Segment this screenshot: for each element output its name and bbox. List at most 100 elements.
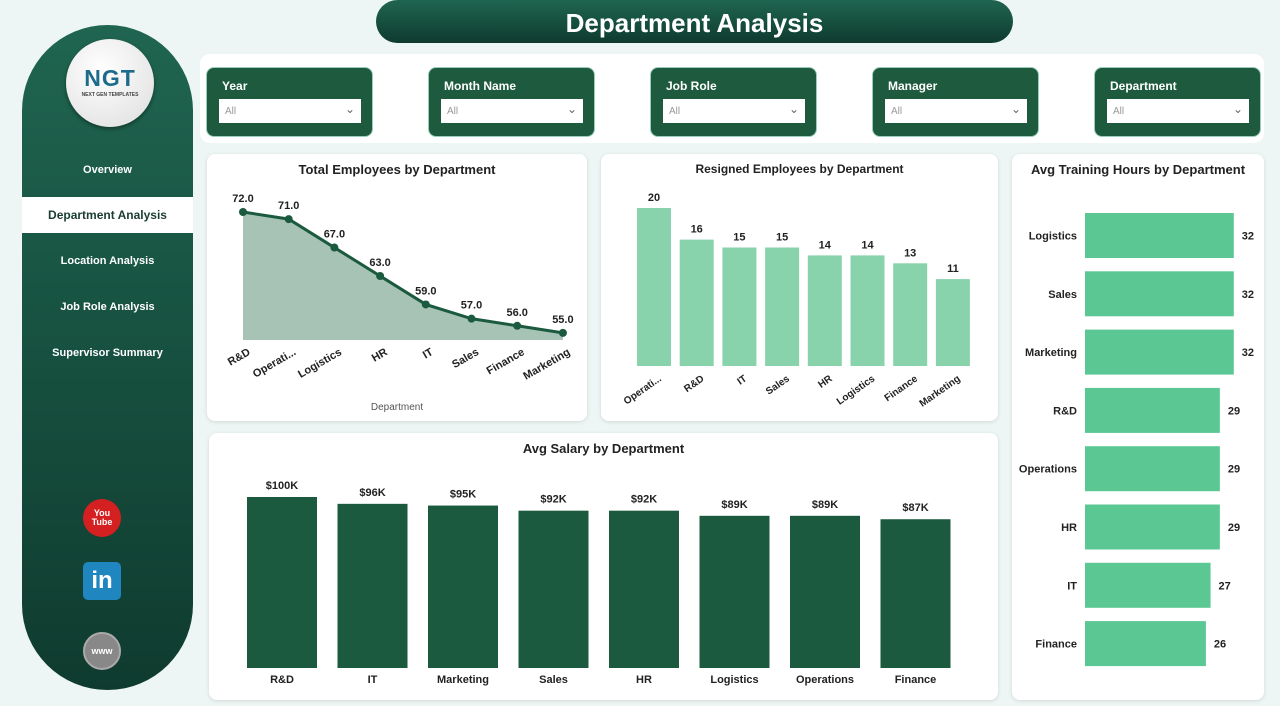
nav-supervisor-summary[interactable]: Supervisor Summary (52, 347, 163, 359)
data-label: $100K (266, 480, 298, 492)
y-tick-label: HR (1061, 522, 1077, 534)
data-label: 11 (947, 263, 959, 275)
data-label: 55.0 (552, 314, 573, 326)
y-tick-label: Finance (1035, 639, 1077, 651)
series-line (242, 210, 564, 335)
data-label: 29 (1228, 464, 1240, 476)
data-label: $95K (450, 489, 476, 501)
filter-dropdown[interactable]: All ⌄ (885, 99, 1027, 123)
x-tick-label: R&D (270, 674, 294, 686)
bar (1085, 271, 1234, 317)
x-axis-title: Department (371, 402, 423, 413)
web-globe-icon[interactable]: www (83, 632, 121, 670)
bar (428, 505, 498, 668)
chevron-down-icon: ⌄ (788, 102, 799, 116)
data-label: 59.0 (415, 285, 436, 297)
data-label: 63.0 (369, 257, 390, 269)
youtube-icon[interactable]: You Tube (83, 499, 121, 537)
filter-value: All (891, 106, 903, 117)
chart-title: Avg Training Hours by Department (1030, 162, 1246, 177)
bar (637, 208, 671, 366)
data-label: $92K (631, 494, 657, 506)
y-tick-label: Logistics (1029, 231, 1077, 243)
bar (1085, 562, 1211, 608)
x-tick-label: R&D (682, 373, 706, 394)
linkedin-icon[interactable]: in (83, 562, 121, 600)
filter-label: Department (1110, 79, 1177, 93)
filter-label: Month Name (444, 79, 516, 93)
page-title: Department Analysis (376, 0, 1013, 43)
bar (609, 510, 679, 668)
hbar-chart: Logistics 32 Sales 32 Marketing 32 R&D 29 Operat… (1019, 213, 1254, 667)
area-chart: 72.0 R&D 71.0 Operati... 67.0 Logistics 63.0 HR… (226, 193, 574, 413)
x-tick-label: Marketing (521, 346, 572, 382)
data-label: 32 (1242, 347, 1254, 359)
bar (1085, 446, 1220, 492)
filter-year: Year All ⌄ (206, 67, 373, 137)
area-fill (243, 212, 563, 340)
data-label: 56.0 (506, 307, 527, 319)
bar (893, 263, 928, 366)
data-label: 27 (1219, 580, 1231, 592)
data-label: 14 (861, 239, 874, 251)
y-tick-label: Marketing (1025, 347, 1077, 359)
x-tick-label: IT (736, 373, 750, 387)
logo-subtitle: NEXT GEN TEMPLATES (81, 92, 139, 98)
bar (790, 515, 860, 668)
data-point (239, 208, 247, 216)
filter-dropdown[interactable]: All ⌄ (441, 99, 583, 123)
x-tick-label: Logistics (296, 346, 344, 381)
data-label: 32 (1242, 289, 1254, 301)
data-label: 67.0 (324, 229, 345, 241)
data-label: 13 (904, 247, 916, 259)
filter-value: All (669, 106, 681, 117)
data-label: 71.0 (278, 200, 299, 212)
chart-title: Avg Salary by Department (522, 441, 685, 456)
y-tick-label: Operations (1019, 464, 1077, 476)
x-tick-label: Sales (539, 674, 568, 686)
x-tick-label: Logistics (835, 373, 878, 407)
x-tick-label: Operati... (251, 346, 298, 380)
x-tick-label: Logistics (710, 674, 758, 686)
data-label: 57.0 (461, 300, 482, 312)
data-label: 32 (1242, 231, 1254, 243)
filter-label: Manager (888, 79, 938, 93)
bar (1085, 621, 1206, 667)
chevron-down-icon: ⌄ (344, 102, 355, 116)
bar (935, 279, 970, 366)
card-resigned-employees: Resigned Employees by Department 20 Operat… (601, 154, 998, 421)
x-tick-label: Operations (796, 674, 854, 686)
filter-dropdown[interactable]: All ⌄ (219, 99, 361, 123)
filter-dropdown[interactable]: All ⌄ (1107, 99, 1249, 123)
bar (699, 515, 770, 668)
filter-value: All (447, 106, 459, 117)
nav-location-analysis[interactable]: Location Analysis (60, 255, 155, 267)
x-tick-label: Finance (485, 346, 527, 377)
nav-job-role-analysis[interactable]: Job Role Analysis (60, 301, 155, 313)
x-tick-label: R&D (226, 346, 253, 368)
data-label: $89K (721, 499, 747, 511)
chart-title: Resigned Employees by Department (695, 162, 904, 176)
bar (247, 497, 317, 668)
data-point (513, 321, 522, 330)
data-label: 16 (691, 224, 703, 236)
filter-dropdown[interactable]: All ⌄ (663, 99, 805, 123)
filter-department: Department All ⌄ (1094, 67, 1261, 137)
x-tick-label: Finance (895, 674, 937, 686)
filter-label: Year (222, 79, 248, 93)
bar (1085, 329, 1234, 375)
bar (880, 519, 951, 668)
bar (1085, 387, 1220, 433)
data-label: 20 (648, 192, 660, 204)
nav-department-analysis[interactable]: Department Analysis (22, 197, 193, 233)
data-label: $87K (902, 502, 928, 514)
filter-label: Job Role (666, 79, 717, 93)
bar (518, 510, 589, 668)
chart-title: Total Employees by Department (298, 162, 496, 177)
card-total-employees: Total Employees by Department 72.0 R&D 71.0… (207, 154, 587, 421)
x-tick-label: IT (421, 346, 436, 361)
bar-chart: 20 Operati... 16 R&D 15 IT 15 Sales 14 HR 14 Logist… (622, 192, 970, 410)
nav-overview[interactable]: Overview (83, 164, 132, 176)
x-tick-label: Sales (450, 346, 481, 371)
y-tick-label: R&D (1053, 405, 1077, 417)
